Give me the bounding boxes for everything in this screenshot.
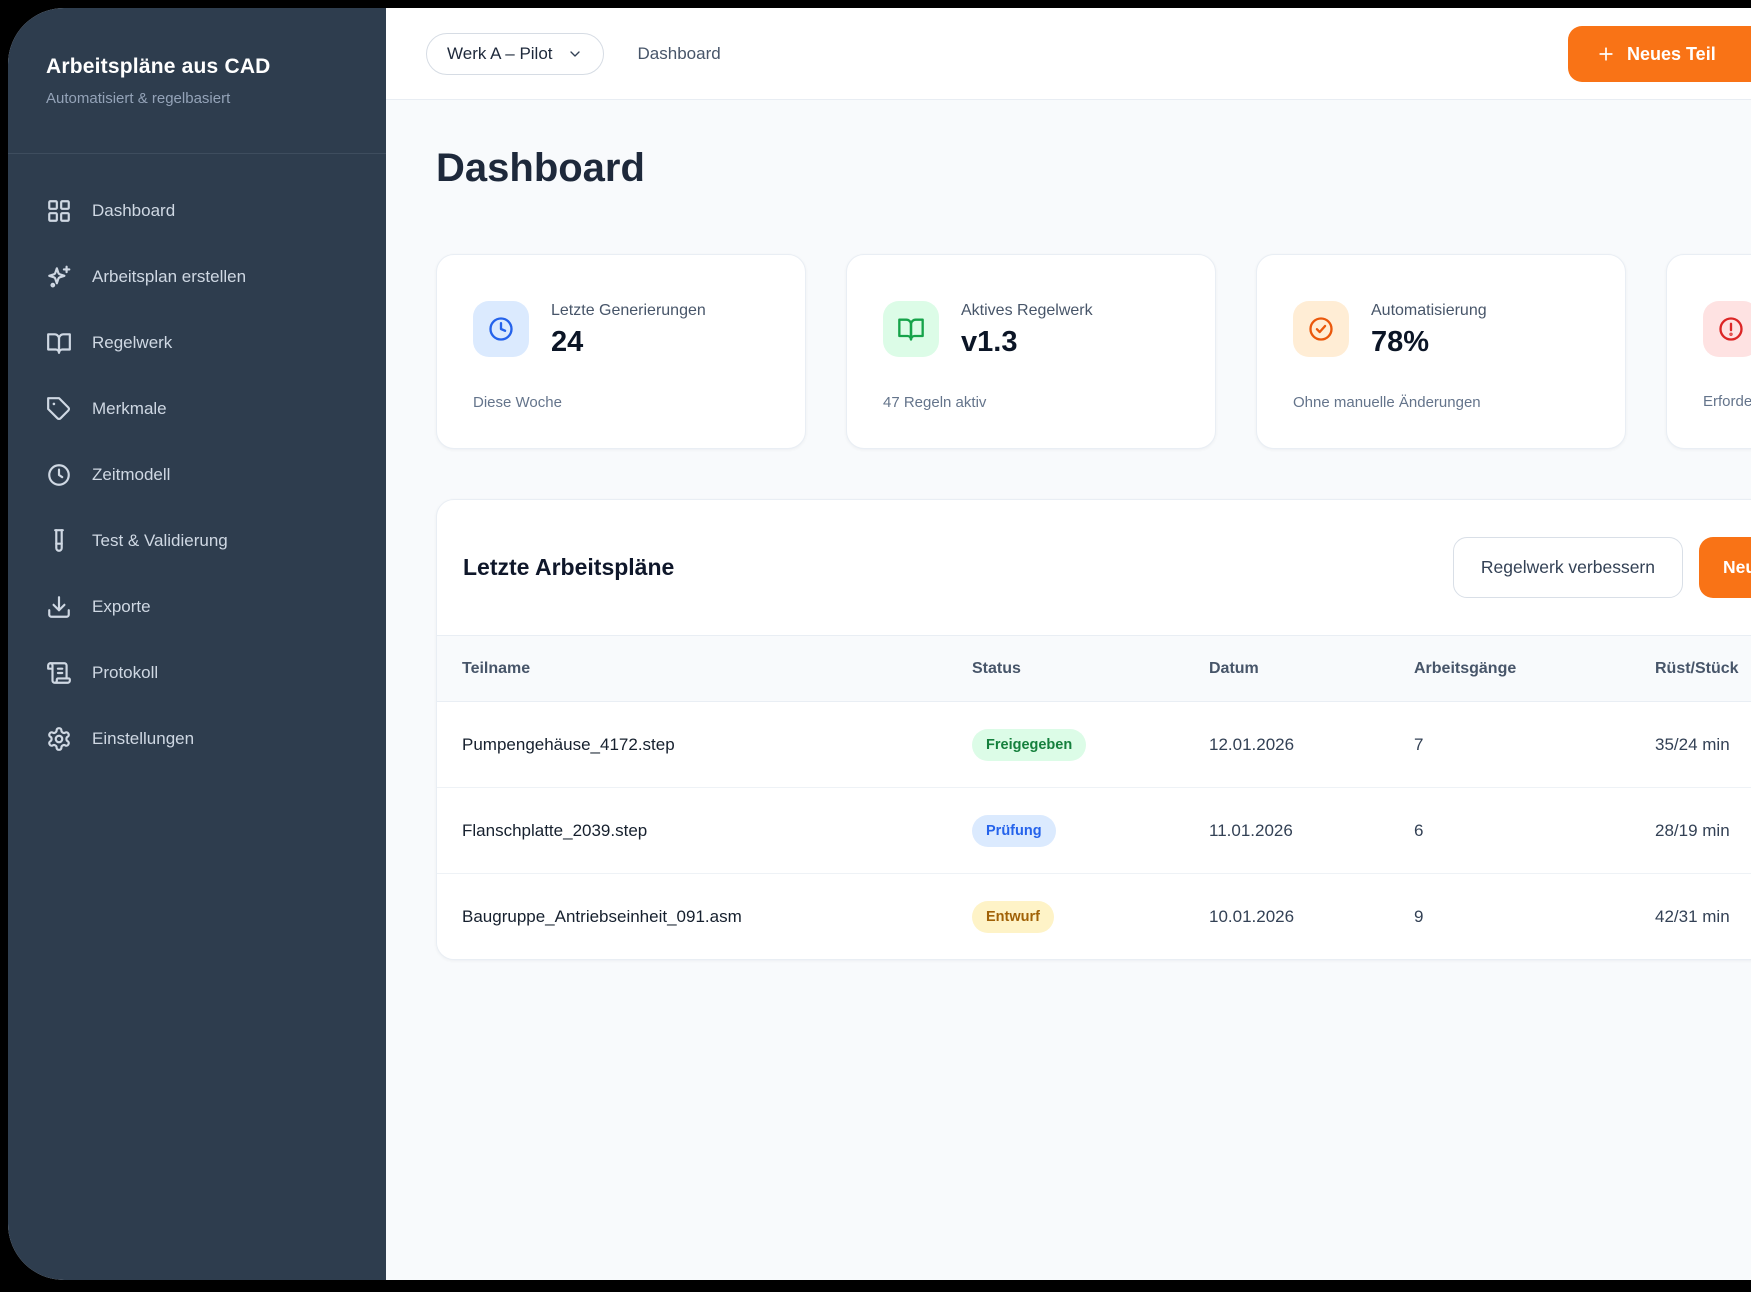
dashboard-grid-icon (48, 200, 70, 222)
stat-cards-row: Letzte Generierungen 24 Diese Woche Akti… (436, 254, 1751, 449)
cell-ruest-stueck: 42/31 min (1655, 906, 1730, 926)
sidebar: Arbeitspläne aus CAD Automatisiert & reg… (8, 8, 386, 1280)
col-header-ruest-stueck: Rüst/Stück (1655, 659, 1739, 677)
sidebar-item-label: Test & Validierung (92, 531, 228, 550)
gear-icon (48, 727, 70, 751)
stat-card-aktives-regelwerk: Aktives Regelwerk v1.3 47 Regeln aktiv (846, 254, 1216, 449)
new-part-button[interactable]: Neues Teil (1568, 26, 1751, 82)
stat-footer: 47 Regeln aktiv (883, 394, 987, 411)
chevron-down-icon (569, 50, 580, 57)
table-row[interactable]: Pumpengehäuse_4172.step Freigegeben 12.0… (437, 702, 1751, 788)
cell-teilname: Baugruppe_Antriebseinheit_091.asm (462, 906, 742, 926)
tag-icon (47, 397, 70, 420)
sidebar-divider (8, 153, 386, 154)
recent-workplans-card: Letzte Arbeitspläne Regelwerk verbessern… (436, 499, 1751, 960)
book-open-icon-tile (883, 301, 939, 357)
topbar: Werk A – Pilot Dashboard Neues Teil (386, 8, 1751, 100)
stat-footer: Diese Woche (473, 394, 562, 411)
sidebar-item-label: Regelwerk (92, 333, 173, 352)
sidebar-item-dashboard[interactable]: Dashboard (46, 178, 358, 244)
page-title: Dashboard (436, 146, 645, 190)
sidebar-item-label: Dashboard (92, 201, 176, 220)
cell-teilname: Flanschplatte_2039.step (462, 820, 648, 840)
col-header-arbeitsgaenge: Arbeitsgänge (1414, 659, 1517, 677)
status-badge: Freigegeben (972, 728, 1087, 761)
stat-footer: Erforde (1703, 393, 1751, 410)
alert-circle-icon-tile (1703, 301, 1751, 357)
status-badge: Prüfung (972, 814, 1056, 847)
stat-value: v1.3 (961, 326, 1018, 358)
stat-label: Aktives Regelwerk (961, 302, 1093, 319)
sidebar-item-arbeitsplan-erstellen[interactable]: Arbeitsplan erstellen (46, 244, 358, 310)
stat-value: 24 (551, 326, 584, 358)
stat-card-alert: Erforde (1666, 254, 1751, 449)
cell-datum: 11.01.2026 (1209, 820, 1293, 840)
stat-value: 78% (1371, 326, 1430, 358)
book-open-icon (47, 333, 71, 354)
stat-card-automatisierung: Automatisierung 78% Ohne manuelle Änderu… (1256, 254, 1626, 449)
col-header-teilname: Teilname (462, 659, 531, 677)
sidebar-nav: Dashboard Arbeitsplan erstellen Regelwer… (46, 178, 358, 772)
table-header-bar: Letzte Arbeitspläne Regelwerk verbessern… (437, 500, 1751, 635)
cell-teilname: Pumpengehäuse_4172.step (462, 734, 675, 754)
sidebar-item-einstellungen[interactable]: Einstellungen (46, 706, 358, 772)
sidebar-item-zeitmodell[interactable]: Zeitmodell (46, 442, 358, 508)
cell-datum: 12.01.2026 (1209, 734, 1295, 754)
sidebar-item-label: Merkmale (92, 399, 167, 418)
main-area: Werk A – Pilot Dashboard Neues Teil Dash… (386, 8, 1751, 1280)
plus-icon (1599, 47, 1613, 61)
book-open-icon (898, 318, 924, 341)
clock-icon-tile (473, 301, 529, 357)
test-tube-icon (54, 529, 64, 552)
table-title: Letzte Arbeitspläne (463, 554, 675, 580)
table-row[interactable]: Baugruppe_Antriebseinheit_091.asm Entwur… (437, 874, 1751, 959)
check-circle-icon-tile (1293, 301, 1349, 357)
app-window: Arbeitspläne aus CAD Automatisiert & reg… (8, 8, 1751, 1280)
sidebar-item-test-validierung[interactable]: Test & Validierung (46, 508, 358, 574)
sidebar-item-label: Protokoll (92, 663, 159, 682)
col-header-status: Status (972, 659, 1021, 677)
stat-label: Automatisierung (1371, 302, 1487, 319)
breadcrumb: Dashboard (637, 43, 721, 63)
improve-rules-button[interactable]: Regelwerk verbessern (1452, 537, 1683, 598)
new-workplan-button[interactable]: Neues (1699, 537, 1751, 598)
cell-arbeitsgaenge: 9 (1414, 906, 1424, 926)
sidebar-item-protokoll[interactable]: Protokoll (46, 640, 358, 706)
cell-ruest-stueck: 35/24 min (1655, 734, 1730, 754)
table-column-headers: Teilname Status Datum Arbeitsgänge Rüst/… (437, 635, 1751, 702)
sidebar-item-merkmale[interactable]: Merkmale (46, 376, 358, 442)
clock-icon (489, 317, 513, 341)
cell-arbeitsgaenge: 6 (1414, 820, 1424, 840)
status-badge: Entwurf (972, 900, 1054, 933)
scroll-icon (47, 662, 71, 684)
check-circle-icon (1309, 317, 1333, 341)
sidebar-item-regelwerk[interactable]: Regelwerk (46, 310, 358, 376)
new-part-button-label: Neues Teil (1627, 43, 1716, 64)
sidebar-item-label: Einstellungen (92, 729, 195, 748)
alert-circle-icon (1719, 317, 1743, 341)
page-content: Dashboard Letzte Generierungen 24 Diese … (386, 100, 1751, 960)
stat-footer: Ohne manuelle Änderungen (1293, 394, 1481, 411)
col-header-datum: Datum (1209, 659, 1259, 677)
plant-selector-value: Werk A – Pilot (447, 43, 553, 63)
sidebar-item-label: Arbeitsplan erstellen (92, 267, 247, 286)
stat-label: Letzte Generierungen (551, 302, 706, 319)
sidebar-item-exporte[interactable]: Exporte (46, 574, 358, 640)
plant-selector-dropdown[interactable]: Werk A – Pilot (426, 32, 604, 75)
stat-card-letzte-generierungen: Letzte Generierungen 24 Diese Woche (436, 254, 806, 449)
sparkles-icon (48, 265, 71, 288)
cell-ruest-stueck: 28/19 min (1655, 820, 1730, 840)
cell-arbeitsgaenge: 7 (1414, 734, 1424, 754)
cell-datum: 10.01.2026 (1209, 906, 1295, 926)
download-icon (48, 596, 70, 618)
table-row[interactable]: Flanschplatte_2039.step Prüfung 11.01.20… (437, 788, 1751, 874)
sidebar-item-label: Zeitmodell (92, 465, 171, 484)
app-title: Arbeitspläne aus CAD (46, 55, 271, 78)
app-subtitle: Automatisiert & regelbasiert (46, 90, 231, 107)
clock-icon (48, 464, 70, 486)
sidebar-item-label: Exporte (92, 597, 151, 616)
